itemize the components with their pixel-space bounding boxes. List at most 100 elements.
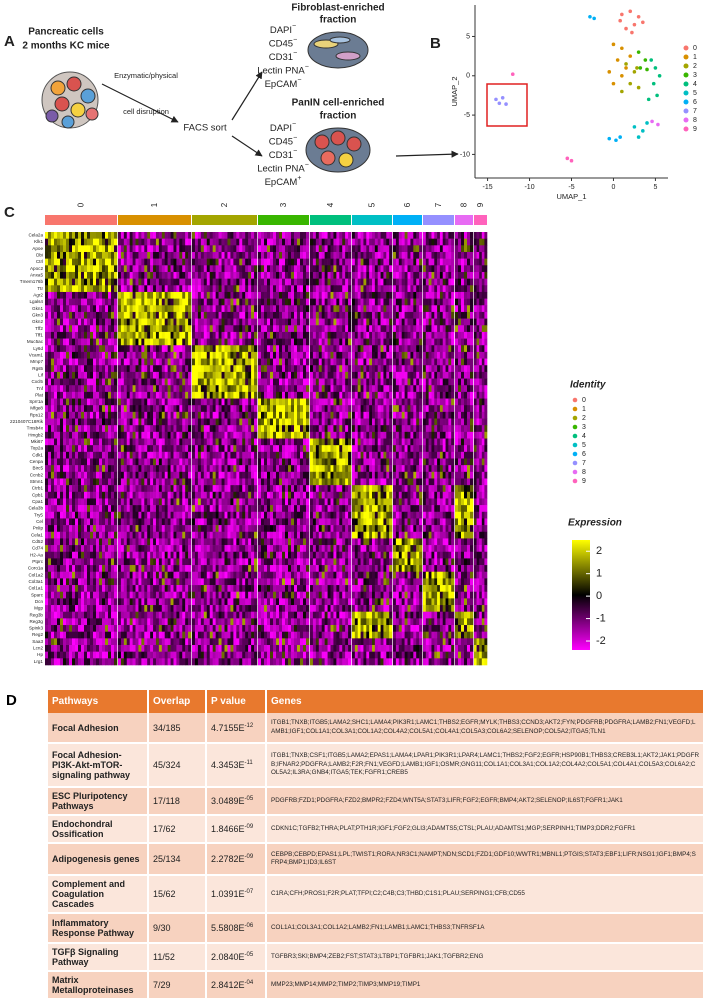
heatmap-cell [239, 379, 242, 386]
heatmap-cell [118, 245, 121, 252]
heatmap-cell [127, 498, 130, 505]
heatmap-cell [236, 498, 239, 505]
heatmap-cell [210, 472, 213, 479]
heatmap-cell [136, 232, 139, 239]
heatmap-cell [156, 658, 159, 665]
heatmap-cell [144, 578, 147, 585]
heatmap-cell [270, 305, 273, 312]
heatmap-cell [51, 372, 54, 379]
heatmap-cell [171, 385, 174, 392]
heatmap-cell [176, 492, 179, 499]
heatmap-cell [54, 445, 57, 452]
heatmap-cell [72, 352, 75, 359]
heatmap-cell [248, 419, 251, 426]
heatmap-cell [114, 565, 117, 572]
heatmap-cell [144, 505, 147, 512]
heatmap-cell [258, 312, 261, 319]
heatmap-cell [219, 605, 222, 612]
heatmap-cell [165, 552, 168, 559]
heatmap-cell [66, 458, 69, 465]
heatmap-cell [233, 252, 236, 259]
heatmap-cell [201, 405, 204, 412]
heatmap-cell [141, 372, 144, 379]
heatmap-cell [102, 299, 105, 306]
heatmap-cell [90, 352, 93, 359]
heatmap-cell [60, 305, 63, 312]
heatmap-cell [198, 365, 201, 372]
heatmap-cell [168, 592, 171, 599]
heatmap-cell [96, 452, 99, 459]
heatmap-cell [136, 572, 139, 579]
heatmap-cell [63, 432, 66, 439]
heatmap-cell [144, 652, 147, 659]
heatmap-cell [210, 632, 213, 639]
heatmap-cell [127, 585, 130, 592]
heatmap-cell [201, 445, 204, 452]
heatmap-cell [102, 332, 105, 339]
heatmap-cell [69, 345, 72, 352]
cell [331, 131, 345, 145]
heatmap-cell [105, 452, 108, 459]
heatmap-cell [288, 259, 291, 266]
heatmap-cell [108, 252, 111, 259]
heatmap-cell [176, 565, 179, 572]
heatmap-cell [51, 598, 54, 605]
heatmap-cell [81, 465, 84, 472]
heatmap-cell [185, 365, 188, 372]
heatmap-cell [192, 605, 195, 612]
heatmap-cell [124, 532, 127, 539]
heatmap-cell [141, 312, 144, 319]
heatmap-cell [90, 432, 93, 439]
heatmap-cell [105, 392, 108, 399]
heatmap-cell [251, 379, 254, 386]
heatmap-cell [81, 319, 84, 326]
heatmap-cell [105, 645, 108, 652]
heatmap-cell [111, 478, 114, 485]
heatmap-cell [182, 478, 185, 485]
heatmap-cell [201, 598, 204, 605]
heatmap-cell [48, 312, 51, 319]
heatmap-cell [198, 285, 201, 292]
heatmap-cell [306, 232, 309, 239]
heatmap-cell [48, 625, 51, 632]
heatmap-cell [105, 352, 108, 359]
heatmap-cell [165, 458, 168, 465]
heatmap-cell [45, 325, 48, 332]
heatmap-cell [144, 545, 147, 552]
heatmap-cell [248, 558, 251, 565]
heatmap-cell [207, 239, 210, 246]
heatmap-cell [236, 259, 239, 266]
heatmap-cell [222, 658, 225, 665]
heatmap-cell [138, 365, 141, 372]
heatmap-cell [141, 352, 144, 359]
heatmap-cell [75, 512, 78, 519]
heatmap-cell [279, 259, 282, 266]
heatmap-cell [242, 492, 245, 499]
heatmap-cell [144, 572, 147, 579]
heatmap-cell [87, 285, 90, 292]
heatmap-cell [150, 612, 153, 619]
heatmap-cell [236, 305, 239, 312]
heatmap-cell [201, 352, 204, 359]
heatmap-cell [225, 299, 228, 306]
heatmap-cell [127, 465, 130, 472]
heatmap-cell [99, 345, 102, 352]
heatmap-cell [124, 399, 127, 406]
heatmap-cell [201, 299, 204, 306]
x-tick-label: 5 [653, 184, 657, 191]
heatmap-cell [147, 319, 150, 326]
heatmap-cell [230, 432, 233, 439]
heatmap-cell [78, 359, 81, 366]
heatmap-cell [72, 478, 75, 485]
heatmap-cell [236, 458, 239, 465]
heatmap-cell [130, 239, 133, 246]
heatmap-cell [54, 452, 57, 459]
heatmap-cell [57, 339, 60, 346]
heatmap-cell [233, 412, 236, 419]
heatmap-cell [51, 458, 54, 465]
heatmap-cell [108, 379, 111, 386]
heatmap-cell [45, 425, 48, 432]
heatmap-cell [75, 432, 78, 439]
heatmap-cell [57, 538, 60, 545]
heatmap-cell [210, 452, 213, 459]
